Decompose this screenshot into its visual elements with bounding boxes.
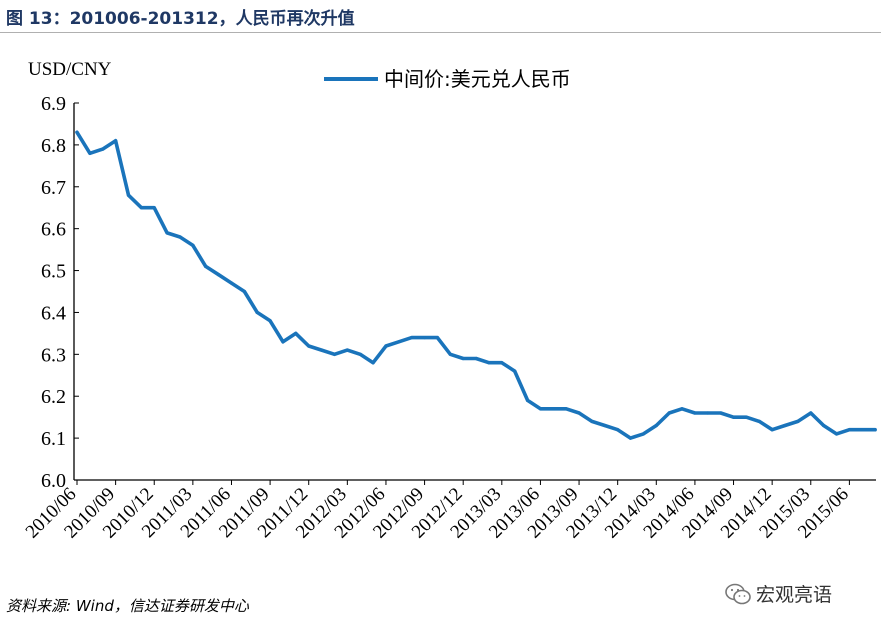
data-point <box>448 352 452 356</box>
data-point <box>332 352 337 356</box>
data-point <box>435 336 439 340</box>
data-point <box>822 423 826 428</box>
data-point <box>783 423 787 428</box>
data-point <box>719 411 723 415</box>
chart-legend: 中间价:美元兑人民币 <box>324 67 571 91</box>
data-point <box>204 264 208 268</box>
data-point <box>255 310 259 314</box>
y-tick-label: 6.8 <box>41 135 66 157</box>
data-point <box>345 348 349 352</box>
y-axis: 6.0 6.1 6.2 6.3 6.4 6.5 6.6 6.7 6.8 6.9 <box>41 93 79 492</box>
y-tick-label: 6.1 <box>41 428 66 450</box>
x-axis: 2010/062010/092010/122011/032011/062011/… <box>22 479 876 543</box>
data-point <box>706 411 710 415</box>
y-tick-label: 6.2 <box>41 386 66 408</box>
data-point <box>731 415 736 419</box>
data-point <box>191 243 195 247</box>
series-layer <box>75 130 877 440</box>
legend-label: 中间价:美元兑人民币 <box>384 67 571 91</box>
data-point <box>526 398 530 402</box>
y-tick-label: 6.3 <box>41 344 66 366</box>
data-point <box>461 356 465 361</box>
data-point <box>320 348 324 352</box>
y-tick-label: 6.9 <box>41 93 66 115</box>
data-point <box>88 151 92 155</box>
data-point <box>294 331 298 335</box>
data-point <box>242 289 246 294</box>
data-point <box>616 428 620 432</box>
data-point <box>860 428 864 432</box>
data-point <box>628 436 633 440</box>
source-note: 资料来源: Wind，信达证券研发中心 <box>6 597 249 615</box>
data-point <box>384 344 388 348</box>
data-point <box>358 352 362 356</box>
data-point <box>847 428 852 432</box>
y-tick-label: 6.0 <box>41 470 66 492</box>
data-point <box>796 419 800 423</box>
y-tick-label: 6.5 <box>41 261 66 283</box>
data-point <box>474 356 478 361</box>
data-point <box>281 340 285 344</box>
figure-title: 图 13：201006-201312，人民币再次升值 <box>6 9 355 29</box>
data-point <box>744 415 749 419</box>
series-line-usd-cny <box>75 130 877 440</box>
data-point <box>834 432 839 436</box>
data-point <box>500 361 504 365</box>
data-point <box>564 407 568 411</box>
data-point <box>139 206 143 210</box>
data-point <box>126 193 131 197</box>
data-point <box>178 235 182 239</box>
data-point <box>757 419 761 423</box>
data-point <box>538 407 543 411</box>
data-point <box>513 369 517 373</box>
data-point <box>680 407 684 411</box>
data-point <box>770 428 774 432</box>
data-point <box>603 423 607 428</box>
data-point <box>268 319 272 323</box>
data-point <box>397 340 401 344</box>
data-point <box>165 231 169 235</box>
data-point <box>809 411 813 415</box>
data-point <box>693 411 697 415</box>
data-point <box>577 411 581 415</box>
data-point <box>410 336 414 340</box>
data-point <box>75 130 79 134</box>
data-point <box>307 344 311 348</box>
data-point <box>101 147 105 151</box>
data-point <box>423 336 427 340</box>
data-point <box>487 361 491 365</box>
watermark-text: 宏观亮语 <box>756 584 833 606</box>
data-point <box>873 428 877 432</box>
data-point <box>667 411 671 415</box>
data-point <box>551 407 555 411</box>
y-axis-label: USD/CNY <box>28 59 112 80</box>
data-point <box>641 432 646 436</box>
data-point <box>654 423 658 428</box>
data-point <box>114 139 118 143</box>
y-tick-label: 6.4 <box>41 302 66 324</box>
wechat-icon <box>725 583 751 604</box>
y-tick-label: 6.6 <box>41 219 66 241</box>
data-point <box>152 206 156 210</box>
y-tick-label: 6.7 <box>41 177 66 199</box>
watermark: 宏观亮语 <box>724 580 832 607</box>
data-point <box>217 273 221 277</box>
title-divider <box>0 32 881 33</box>
data-point <box>371 361 375 365</box>
data-point <box>229 281 234 285</box>
data-point <box>590 419 594 423</box>
